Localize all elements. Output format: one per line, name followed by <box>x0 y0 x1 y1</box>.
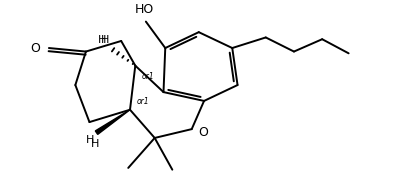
Text: H: H <box>100 35 109 45</box>
Text: HO: HO <box>134 3 154 16</box>
Text: or1: or1 <box>141 72 154 81</box>
Text: H: H <box>86 136 95 146</box>
Text: H: H <box>91 139 99 149</box>
Text: O: O <box>30 42 40 55</box>
Text: O: O <box>198 126 208 139</box>
Polygon shape <box>95 110 130 134</box>
Text: or1: or1 <box>136 96 149 105</box>
Text: H: H <box>98 35 106 45</box>
